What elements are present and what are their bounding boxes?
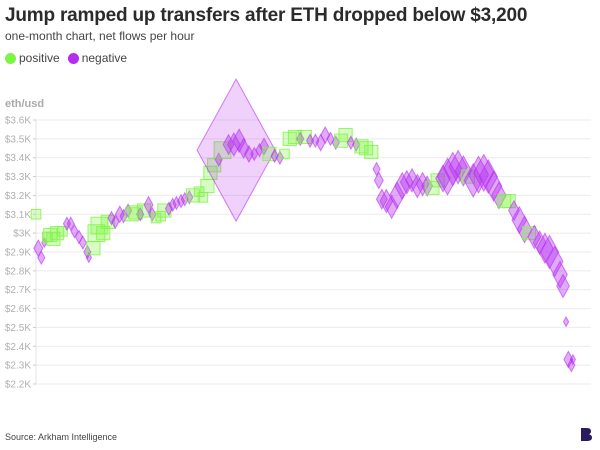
negative-flow-marker xyxy=(259,137,270,156)
legend-item-positive: positive xyxy=(5,51,60,65)
negative-flow-marker xyxy=(384,194,399,220)
negative-flow-marker xyxy=(556,273,570,299)
negative-flow-marker xyxy=(78,235,87,251)
negative-flow-marker xyxy=(448,149,468,185)
negative-flow-marker xyxy=(172,195,181,211)
positive-flow-marker xyxy=(30,208,42,220)
source-note: Source: Arkham Intelligence xyxy=(5,432,118,442)
y-tick-label: $3.3K xyxy=(5,172,31,183)
y-tick-label: $3.4K xyxy=(5,153,31,164)
y-tick-label: $2.5K xyxy=(5,323,31,334)
negative-flow-marker xyxy=(176,193,186,209)
y-tick-label: $2.8K xyxy=(5,266,31,277)
y-tick-label: $2.6K xyxy=(5,304,31,315)
positive-flow-marker xyxy=(279,148,290,160)
negative-flow-marker xyxy=(232,128,247,154)
negative-flow-marker xyxy=(562,316,570,328)
negative-flow-marker xyxy=(539,234,560,270)
y-tick-label: $2.2K xyxy=(5,380,31,391)
positive-flow-marker xyxy=(90,216,109,235)
chart-subtitle: one-month chart, net flows per hour xyxy=(5,29,195,43)
negative-flow-marker xyxy=(164,201,173,217)
negative-flow-marker xyxy=(467,155,490,195)
positive-flow-marker xyxy=(262,146,277,162)
legend-swatch-positive xyxy=(5,52,16,64)
positive-flow-marker xyxy=(197,192,209,203)
negative-flow-marker xyxy=(196,78,276,223)
legend-item-negative: negative xyxy=(67,51,128,65)
positive-flow-marker xyxy=(200,178,215,194)
y-tick-label: $3.1K xyxy=(5,210,31,221)
positive-flow-marker xyxy=(193,186,205,197)
y-tick-label: $3.6K xyxy=(5,116,31,127)
chart-title: Jump ramped up transfers after ETH dropp… xyxy=(5,5,528,26)
negative-flow-marker xyxy=(373,171,384,190)
positive-flow-marker xyxy=(338,127,353,143)
legend: positive negative xyxy=(5,51,131,65)
negative-flow-marker xyxy=(168,197,177,213)
negative-flow-marker xyxy=(463,162,483,198)
negative-flow-marker xyxy=(226,131,241,158)
positive-flow-marker xyxy=(364,144,379,160)
legend-swatch-negative xyxy=(67,52,79,64)
y-axis-label: eth/usd xyxy=(5,98,45,110)
positive-flow-marker xyxy=(425,180,440,195)
negative-flow-marker xyxy=(237,137,250,160)
positive-flow-marker xyxy=(100,214,115,229)
negative-flow-marker xyxy=(331,135,340,151)
negative-flow-marker xyxy=(37,250,46,266)
negative-flow-marker xyxy=(375,188,388,211)
y-tick-label: $3.5K xyxy=(5,134,31,145)
negative-flow-marker xyxy=(311,133,320,149)
negative-flow-marker xyxy=(569,353,577,366)
negative-flow-marker xyxy=(473,153,495,193)
negative-flow-marker xyxy=(478,158,499,195)
positive-flow-marker xyxy=(96,226,111,241)
negative-flow-marker xyxy=(545,245,564,278)
negative-flow-marker xyxy=(255,142,264,158)
negative-flow-marker xyxy=(516,215,533,244)
negative-flow-marker xyxy=(484,170,503,202)
negative-flow-marker xyxy=(214,152,223,168)
positive-flow-marker xyxy=(333,133,349,148)
negative-flow-marker xyxy=(143,195,154,214)
legend-label-negative: negative xyxy=(81,51,128,65)
negative-flow-marker xyxy=(270,148,279,164)
negative-flow-marker xyxy=(306,133,315,149)
negative-flow-marker xyxy=(107,210,116,226)
positive-flow-marker xyxy=(86,241,101,256)
negative-flow-marker xyxy=(180,191,189,207)
negative-flow-marker xyxy=(70,223,79,239)
y-tick-label: $2.4K xyxy=(5,342,31,353)
negative-flow-marker xyxy=(111,214,120,230)
negative-flow-marker xyxy=(435,164,451,193)
negative-flow-marker xyxy=(148,206,157,222)
y-tick-label: $2.9K xyxy=(5,248,31,259)
y-tick-label: $2.7K xyxy=(5,285,31,296)
negative-flow-marker xyxy=(508,199,520,222)
negative-flow-marker xyxy=(352,137,361,152)
negative-flow-marker xyxy=(552,260,568,289)
y-tick-label: $3.2K xyxy=(5,191,31,202)
legend-label-positive: positive xyxy=(19,51,60,65)
negative-flow-marker xyxy=(536,232,554,265)
positive-flow-marker xyxy=(155,210,166,222)
positive-flow-marker xyxy=(185,188,201,203)
negative-flow-marker xyxy=(389,181,405,210)
y-tick-label: $2.3K xyxy=(5,361,31,372)
negative-flow-marker xyxy=(454,154,473,187)
negative-flow-marker xyxy=(66,216,75,232)
y-tick-label: $3K xyxy=(13,229,31,240)
negative-flow-marker xyxy=(222,133,235,156)
positive-flow-marker xyxy=(57,225,68,237)
negative-flow-marker xyxy=(346,135,355,151)
logo-icon xyxy=(581,428,592,441)
